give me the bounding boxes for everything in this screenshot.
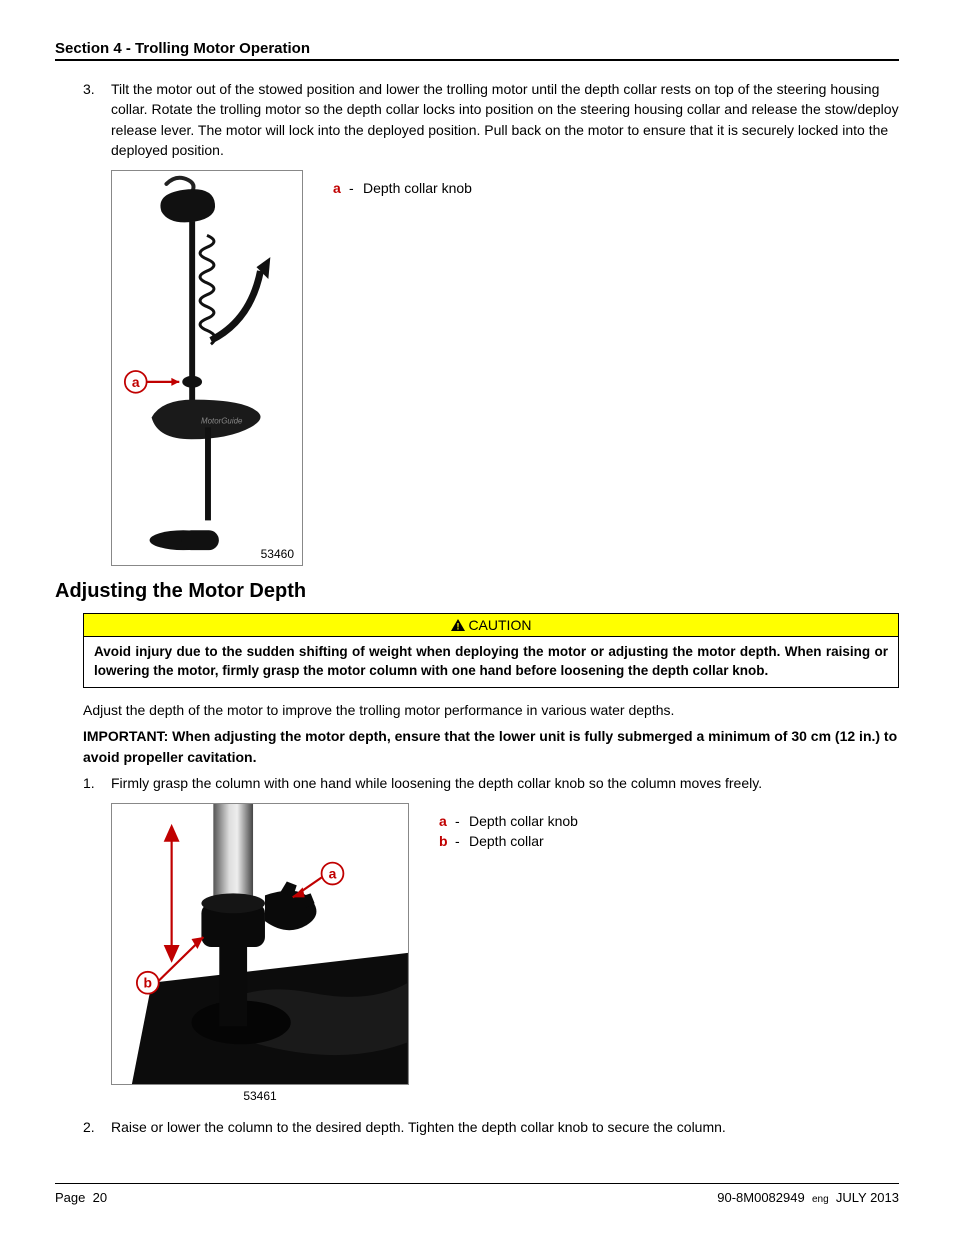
callout-a: a - Depth collar knob <box>439 813 578 829</box>
figure-2: a b <box>111 803 409 1085</box>
brand-label: MotorGuide <box>201 417 243 426</box>
figure-1: MotorGuide a 53460 <box>111 170 303 566</box>
step-1: 1. Firmly grasp the column with one hand… <box>55 773 899 793</box>
step-num: 3. <box>83 79 111 160</box>
caution-block: ! CAUTION Avoid injury due to the sudden… <box>83 613 899 688</box>
important-label: IMPORTANT: <box>83 728 168 744</box>
step-text: Firmly grasp the column with one hand wh… <box>111 773 899 793</box>
step-num: 2. <box>83 1117 111 1137</box>
step-text: Tilt the motor out of the stowed positio… <box>111 79 899 160</box>
step-num: 1. <box>83 773 111 793</box>
callout-b: b - Depth collar <box>439 833 578 849</box>
warning-icon: ! <box>451 617 469 633</box>
figure-2-row: a b 53461 a - Depth collar knob b - Dept… <box>55 803 899 1103</box>
heading-adjusting-depth: Adjusting the Motor Depth <box>55 580 899 603</box>
callout-dash: - <box>455 833 469 849</box>
step-2: 2. Raise or lower the column to the desi… <box>55 1117 899 1137</box>
step-text: Raise or lower the column to the desired… <box>111 1117 899 1137</box>
figure-1-row: MotorGuide a 53460 a - Depth collar knob <box>55 170 899 566</box>
important-note: IMPORTANT: When adjusting the motor dept… <box>55 726 899 767</box>
figure-ref: 53461 <box>111 1089 409 1103</box>
callout-letter: b <box>439 833 455 849</box>
doc-id-date: 90-8M0082949 eng JULY 2013 <box>717 1190 899 1205</box>
callout-letter: a <box>333 180 349 196</box>
figure-2-callouts: a - Depth collar knob b - Depth collar <box>439 803 578 1103</box>
callout-text: Depth collar knob <box>469 813 578 829</box>
callout-text: Depth collar knob <box>363 180 472 196</box>
figure-ref: 53460 <box>261 547 294 561</box>
caution-label: CAUTION <box>468 617 531 633</box>
figure-1-callouts: a - Depth collar knob <box>333 170 472 566</box>
caution-body: Avoid injury due to the sudden shifting … <box>84 637 898 687</box>
page-number: Page 20 <box>55 1190 107 1205</box>
svg-text:b: b <box>144 975 153 991</box>
callout-text: Depth collar <box>469 833 544 849</box>
step-3: 3. Tilt the motor out of the stowed posi… <box>55 79 899 160</box>
para-adjust: Adjust the depth of the motor to improve… <box>55 700 899 720</box>
page-footer: Page 20 90-8M0082949 eng JULY 2013 <box>55 1183 899 1205</box>
trolling-motor-illustration: MotorGuide a <box>112 171 302 565</box>
svg-text:!: ! <box>456 622 459 632</box>
callout-letter: a <box>439 813 455 829</box>
callout-dash: - <box>455 813 469 829</box>
svg-text:a: a <box>132 374 140 390</box>
caution-header: ! CAUTION <box>84 614 898 637</box>
depth-collar-illustration: a b <box>112 804 408 1084</box>
important-text: When adjusting the motor depth, ensure t… <box>83 728 897 764</box>
section-header: Section 4 - Trolling Motor Operation <box>55 40 899 61</box>
svg-text:a: a <box>329 866 337 882</box>
callout-dash: - <box>349 180 363 196</box>
callout-a: a - Depth collar knob <box>333 180 472 196</box>
